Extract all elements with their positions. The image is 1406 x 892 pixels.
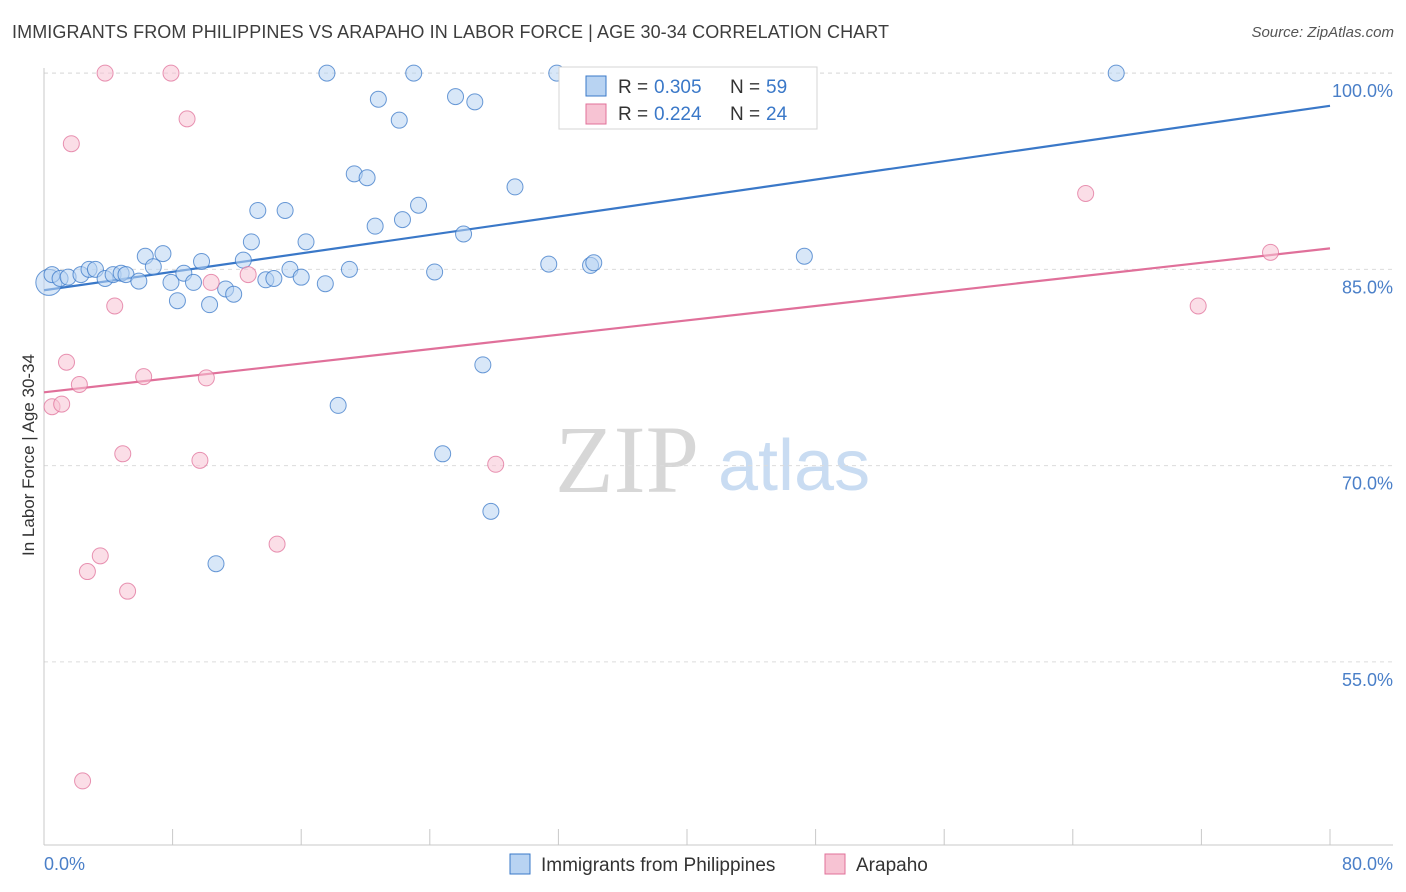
arapaho-point	[1189, 297, 1207, 315]
philippines-point	[249, 201, 267, 219]
legend-r-label-1: R =	[618, 77, 648, 98]
watermark-zip: ZIP	[555, 406, 699, 513]
y-tick-label: 70.0%	[1342, 474, 1393, 494]
philippines-point	[201, 296, 219, 314]
legend-r-label-2: R =	[618, 104, 648, 125]
legend-r-value-2: 0.224	[654, 104, 702, 125]
arapaho-point	[58, 353, 76, 371]
philippines-point	[366, 217, 384, 235]
legend-n-value-2: 24	[766, 104, 788, 125]
arapaho-point	[197, 369, 215, 387]
philippines-point	[474, 356, 492, 374]
philippines-point	[225, 285, 243, 303]
arapaho-point	[135, 368, 153, 386]
philippines-point	[144, 258, 162, 276]
philippines-point	[168, 292, 186, 310]
source-credit: Source: ZipAtlas.com	[1251, 24, 1394, 41]
philippines-point	[329, 396, 347, 414]
philippines-point	[130, 272, 148, 290]
arapaho-point	[74, 772, 92, 790]
philippines-point	[234, 251, 252, 269]
philippines-point	[447, 88, 465, 106]
philippines-point	[426, 263, 444, 281]
arapaho-point	[178, 110, 196, 128]
trend-line-arapaho	[43, 247, 1331, 394]
philippines-point	[276, 201, 294, 219]
arapaho-point	[162, 64, 180, 82]
arapaho-point	[70, 375, 88, 393]
philippines-point	[393, 211, 411, 229]
arapaho-point	[487, 455, 505, 473]
philippines-point	[466, 93, 484, 111]
bottom-legend-swatch-philippines	[509, 853, 531, 875]
arapaho-point	[96, 64, 114, 82]
trend-line-philippines	[43, 104, 1331, 292]
legend-n-value-1: 59	[766, 77, 787, 98]
y-axis-label: In Labor Force | Age 30-34	[19, 354, 38, 556]
x-tick-label: 0.0%	[44, 854, 85, 874]
philippines-point	[318, 64, 336, 82]
philippines-point	[455, 225, 473, 243]
philippines-point	[358, 169, 376, 187]
legend-swatch-philippines	[585, 75, 607, 97]
philippines-point	[540, 255, 558, 273]
arapaho-point	[239, 266, 257, 284]
legend-n-label-1: N =	[730, 77, 760, 98]
x-tick-label: 80.0%	[1342, 854, 1393, 874]
arapaho-point	[1077, 184, 1095, 202]
philippines-point	[482, 502, 500, 520]
series-legend: Immigrants from Philippines Arapaho	[509, 853, 928, 876]
y-tick-label: 100.0%	[1332, 81, 1393, 101]
philippines-point	[434, 445, 452, 463]
philippines-point	[297, 233, 315, 251]
philippines-point	[340, 260, 358, 278]
philippines-point	[390, 111, 408, 129]
philippines-point	[585, 254, 603, 272]
philippines-point	[292, 268, 310, 286]
bottom-legend-swatch-arapaho	[824, 853, 846, 875]
philippines-point	[193, 252, 211, 270]
philippines-point	[184, 273, 202, 291]
philippines-point	[506, 178, 524, 196]
philippines-point	[154, 245, 172, 263]
legend-r-value-1: 0.305	[654, 77, 702, 98]
y-tick-label: 85.0%	[1342, 277, 1393, 297]
arapaho-point	[268, 535, 286, 553]
philippines-point	[1107, 64, 1125, 82]
arapaho-point	[202, 273, 220, 291]
arapaho-point	[191, 451, 209, 469]
legend-swatch-arapaho	[585, 103, 607, 125]
arapaho-point	[62, 135, 80, 153]
arapaho-point	[1262, 243, 1280, 261]
correlation-legend: R = 0.305 N = 59 R = 0.224 N = 24	[558, 66, 818, 130]
arapaho-point	[78, 563, 96, 581]
philippines-point	[265, 269, 283, 287]
arapaho-point	[91, 547, 109, 565]
arapaho-point	[106, 297, 124, 315]
arapaho-point	[53, 395, 71, 413]
bottom-legend-philippines: Immigrants from Philippines	[541, 855, 775, 876]
bottom-legend-arapaho: Arapaho	[856, 855, 928, 876]
philippines-point	[162, 273, 180, 291]
arapaho-point	[119, 582, 137, 600]
y-tick-label: 55.0%	[1342, 670, 1393, 690]
philippines-point	[405, 64, 423, 82]
legend-n-label-2: N =	[730, 104, 760, 125]
philippines-point	[410, 196, 428, 214]
philippines-point	[369, 90, 387, 108]
chart-title: IMMIGRANTS FROM PHILIPPINES VS ARAPAHO I…	[12, 22, 890, 42]
philippines-point	[316, 275, 334, 293]
philippines-point	[242, 233, 260, 251]
arapaho-point	[114, 445, 132, 463]
philippines-point	[207, 555, 225, 573]
philippines-point	[795, 247, 813, 265]
